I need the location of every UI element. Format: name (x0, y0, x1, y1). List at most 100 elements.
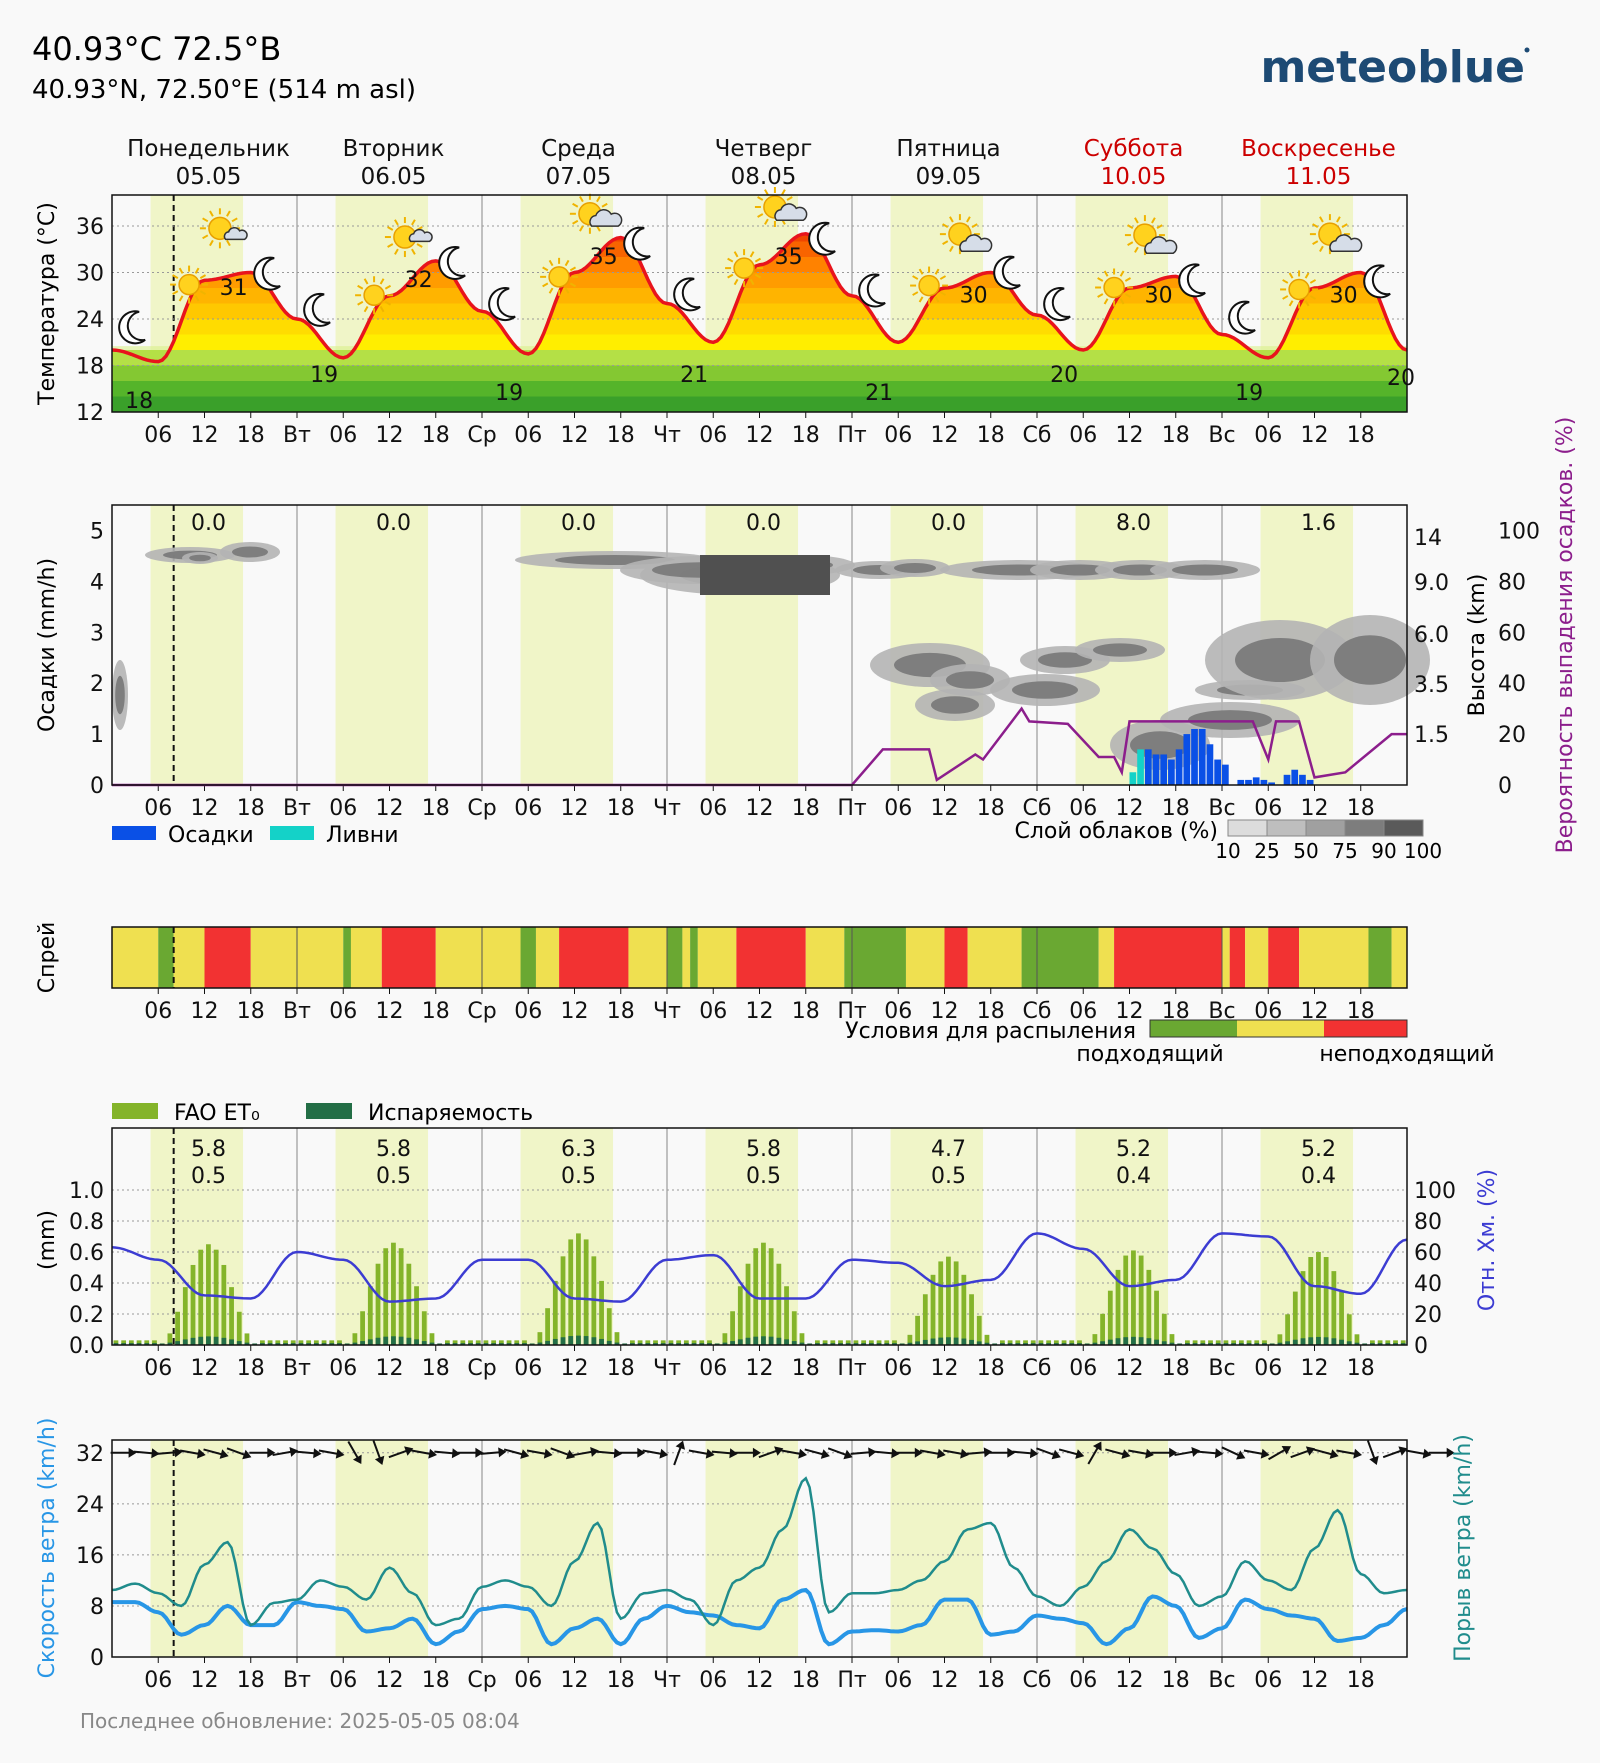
evap-bar (830, 1343, 836, 1345)
sun-ray (194, 295, 200, 302)
wind-direction-arrow (804, 1448, 830, 1459)
fao-bar (876, 1340, 882, 1345)
spray-segment (1114, 927, 1222, 988)
x-tick-label: 06 (699, 796, 727, 821)
evap-bar (352, 1342, 358, 1345)
sun-ray (912, 291, 919, 296)
max-temp-label: 30 (960, 284, 988, 309)
evap-bar (707, 1343, 712, 1345)
cloud-legend-tick: 100 (1404, 839, 1442, 863)
x-tick-label: Чт (653, 1356, 681, 1381)
evap-bar (1323, 1337, 1329, 1345)
panel-border (111, 926, 1408, 989)
height-tick-label: 14 (1414, 526, 1442, 551)
fao-bar (776, 1263, 782, 1345)
evap-bar (1238, 1343, 1244, 1345)
daylight-band (705, 1440, 799, 1657)
sun-ray (572, 202, 579, 208)
evap-bar (714, 1343, 720, 1345)
fao-bar (1339, 1291, 1344, 1345)
sun-ray (754, 273, 762, 279)
x-tick-label: 06 (329, 423, 357, 448)
sun-disc (733, 257, 755, 279)
y-tick-label: 0.2 (69, 1303, 104, 1328)
x-tick-label: Чт (653, 1668, 681, 1693)
spray-segment (1268, 927, 1300, 988)
evap-bar (313, 1343, 319, 1345)
brand-logo: meteoblue (1260, 42, 1525, 93)
humidity-tick-label: 100 (1414, 1179, 1456, 1204)
x-tick-label: Вс (1208, 1668, 1235, 1693)
spray-segment (1021, 927, 1099, 988)
evap-bar (668, 1343, 674, 1345)
sun-disc (1103, 276, 1125, 299)
wind-direction-arrow (919, 1448, 946, 1459)
sun-ray (781, 189, 786, 196)
wind-direction-arrow (133, 1448, 160, 1459)
sun-ray (949, 245, 954, 252)
evap-bar (753, 1336, 759, 1345)
height-tick-label: 3.5 (1414, 673, 1449, 698)
fao-bar (321, 1340, 327, 1345)
arrow-head (1169, 1447, 1178, 1458)
x-tick-label: Вс (1208, 1356, 1235, 1381)
arrow-head (798, 1448, 808, 1459)
wind-direction-arrow (226, 1447, 252, 1460)
fao-bar (676, 1340, 682, 1345)
x-tick-label: 12 (931, 999, 959, 1024)
x-tick-label: Вт (283, 999, 311, 1024)
x-tick-label: 12 (746, 1356, 774, 1381)
evap-bar (337, 1343, 342, 1345)
cloud-layer-dense (232, 546, 268, 558)
temp-band (112, 350, 1407, 366)
sun-ray (1336, 216, 1341, 223)
evap-bar (252, 1343, 258, 1345)
cloud-shape (408, 228, 433, 243)
fao-bar (1393, 1340, 1398, 1345)
sun-ray (1312, 240, 1319, 245)
day-name: Пятница (896, 136, 1000, 162)
evap-bar (529, 1343, 535, 1345)
arrow-head (289, 1447, 299, 1457)
moon-icon (1228, 300, 1256, 335)
precip-bar (1291, 769, 1299, 785)
daily-evap-total: 0.5 (931, 1164, 966, 1189)
x-tick-label: 18 (792, 423, 820, 448)
cloud-legend-swatch (1383, 819, 1424, 837)
x-tick-label: 12 (191, 1356, 219, 1381)
evap-bar (1061, 1343, 1067, 1345)
cloud-shape (1144, 236, 1178, 254)
fao-bar (961, 1274, 967, 1345)
arrow-head (1260, 1448, 1270, 1459)
fao-bar (313, 1340, 319, 1345)
fao-bar (845, 1340, 851, 1345)
x-tick-label: Вт (283, 1668, 311, 1693)
spray-segment (173, 927, 205, 988)
fao-bar (583, 1239, 589, 1345)
evap-bar (175, 1341, 180, 1345)
evap-bar (1100, 1341, 1105, 1345)
x-tick-label: Чт (653, 423, 681, 448)
wind-direction-arrow (1036, 1447, 1061, 1460)
precip-bar (1191, 729, 1198, 785)
x-tick-label: Ср (467, 999, 496, 1024)
fao-bar (599, 1280, 604, 1345)
daily-precip-total: 0.0 (746, 511, 781, 536)
height-tick-label: 9.0 (1414, 571, 1449, 596)
evap-bar (784, 1339, 789, 1345)
temp-band (112, 381, 1407, 397)
moon-icon (623, 226, 651, 261)
evap-bar (1370, 1343, 1375, 1345)
evap-bar (1400, 1343, 1406, 1345)
evap-bar (761, 1336, 766, 1345)
x-tick-label: 12 (561, 1668, 589, 1693)
cloud-layer-dense (1050, 564, 1110, 576)
x-tick-label: 18 (607, 423, 635, 448)
sun-ray (548, 287, 554, 294)
evap-bar (961, 1338, 967, 1345)
spray-segment (1245, 927, 1269, 988)
fao-bar (1038, 1340, 1044, 1345)
x-tick-label: 18 (1347, 796, 1375, 821)
fao-bar (1208, 1340, 1213, 1345)
sun-ray (918, 296, 924, 303)
